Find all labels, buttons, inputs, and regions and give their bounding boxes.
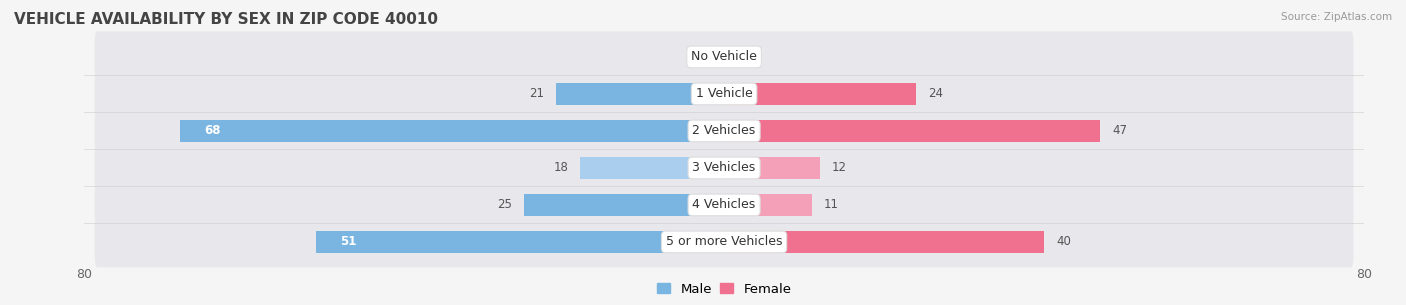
FancyBboxPatch shape xyxy=(94,31,1354,82)
Text: 68: 68 xyxy=(204,124,221,138)
Bar xyxy=(180,120,724,142)
FancyBboxPatch shape xyxy=(94,68,1354,120)
Text: 0: 0 xyxy=(740,50,748,63)
Text: 47: 47 xyxy=(1112,124,1128,138)
Text: 24: 24 xyxy=(928,88,943,100)
Text: Source: ZipAtlas.com: Source: ZipAtlas.com xyxy=(1281,12,1392,22)
FancyBboxPatch shape xyxy=(94,217,1354,267)
Text: 5 or more Vehicles: 5 or more Vehicles xyxy=(666,235,782,249)
Text: No Vehicle: No Vehicle xyxy=(692,50,756,63)
Text: 1 Vehicle: 1 Vehicle xyxy=(696,88,752,100)
Bar xyxy=(724,194,813,216)
Text: 12: 12 xyxy=(832,161,846,174)
Text: 18: 18 xyxy=(554,161,568,174)
Bar xyxy=(581,157,724,179)
Text: 51: 51 xyxy=(340,235,357,249)
Text: 2 Vehicles: 2 Vehicles xyxy=(693,124,755,138)
Text: 25: 25 xyxy=(498,199,512,211)
FancyBboxPatch shape xyxy=(94,179,1354,231)
Bar xyxy=(524,194,724,216)
Text: VEHICLE AVAILABILITY BY SEX IN ZIP CODE 40010: VEHICLE AVAILABILITY BY SEX IN ZIP CODE … xyxy=(14,12,439,27)
FancyBboxPatch shape xyxy=(94,106,1354,156)
Text: 3 Vehicles: 3 Vehicles xyxy=(693,161,755,174)
Text: 0: 0 xyxy=(700,50,709,63)
Text: 11: 11 xyxy=(824,199,839,211)
Bar xyxy=(724,83,917,105)
Text: 21: 21 xyxy=(529,88,544,100)
Legend: Male, Female: Male, Female xyxy=(651,277,797,301)
Bar xyxy=(557,83,724,105)
Bar xyxy=(724,231,1043,253)
FancyBboxPatch shape xyxy=(94,142,1354,193)
Bar xyxy=(724,157,820,179)
Bar xyxy=(316,231,724,253)
Text: 40: 40 xyxy=(1056,235,1071,249)
Bar xyxy=(724,120,1099,142)
Text: 4 Vehicles: 4 Vehicles xyxy=(693,199,755,211)
